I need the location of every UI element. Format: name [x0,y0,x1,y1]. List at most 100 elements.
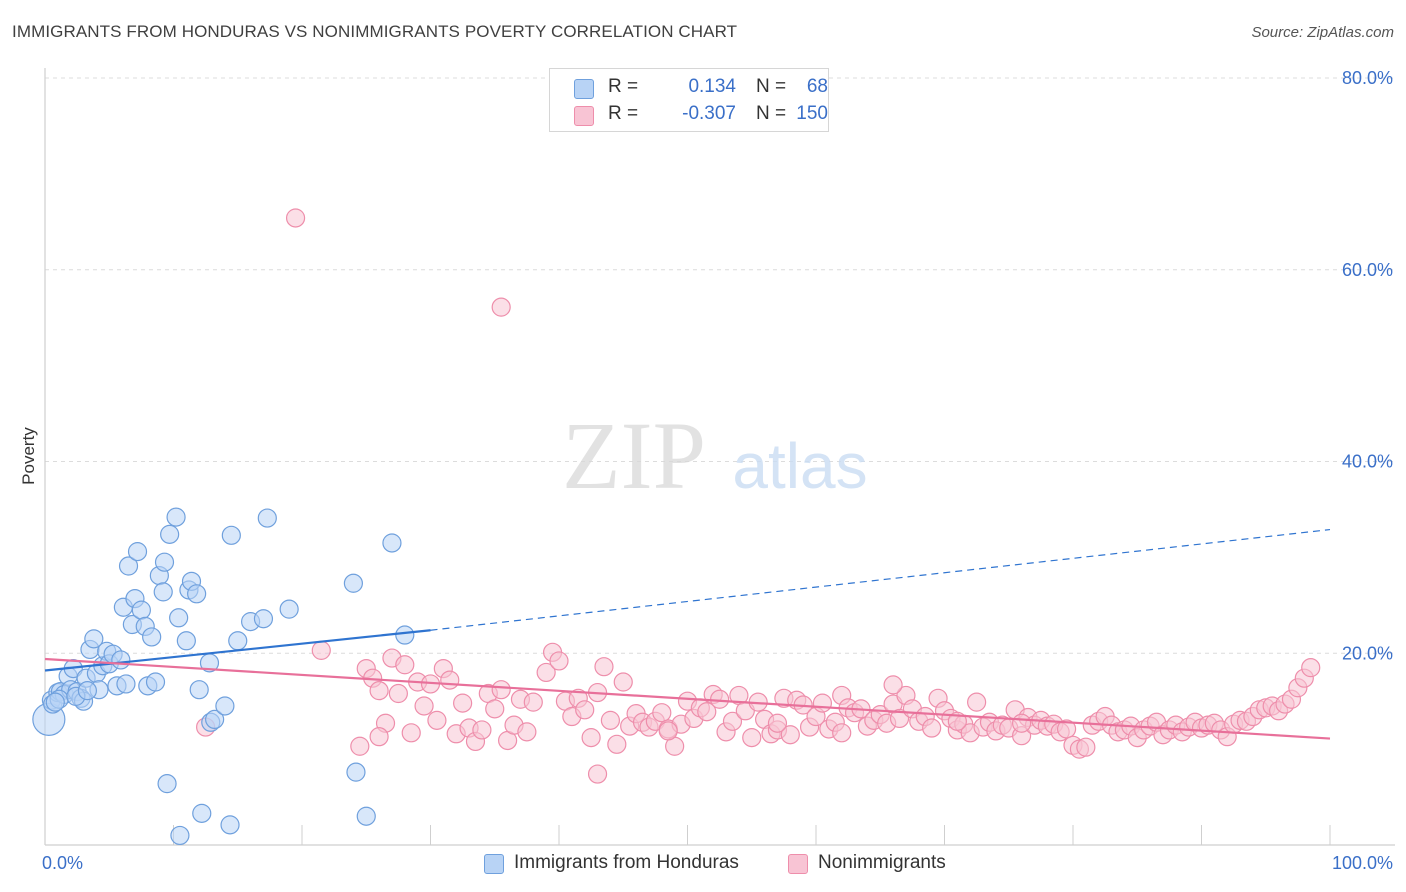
data-point [160,524,180,544]
data-point [388,683,408,704]
data-point [780,725,800,745]
correlation-legend: R = 0.134 N = 68 R = -0.307 N = 150 [549,68,829,132]
series-legend-label: Nonimmigrants [818,852,946,873]
x-tick-label: 0.0% [42,853,83,873]
data-point [369,681,389,701]
data-point [600,710,621,730]
trend-line-solid [44,657,1331,740]
data-point [742,728,762,748]
data-point [491,680,511,700]
data-point [549,651,569,671]
axis-labels: 20.0% 40.0% 60.0% 80.0% 0.0% 100.0% Poverty [19,68,1393,873]
data-point [228,631,248,651]
data-point [369,727,389,747]
data-point [253,609,274,629]
data-point [153,582,173,602]
y-axis-label: Poverty [19,427,38,485]
chart-title: IMMIGRANTS FROM HONDURAS VS NONIMMIGRANT… [12,22,738,41]
legend-r-label: R = [608,103,639,124]
y-tick-label: 80.0% [1342,68,1393,88]
data-point [111,650,131,670]
data-point [1011,713,1032,733]
data-point [189,680,209,700]
data-point [1076,737,1096,757]
data-point [192,803,212,823]
data-point [658,721,678,741]
series-swatch-pink [788,854,808,874]
legend-r-value: 0.134 [688,76,736,97]
data-point [491,297,511,317]
data-point [221,525,241,545]
legend-r-label: R = [608,76,639,97]
data-point [453,693,473,713]
data-point [176,631,196,651]
series-legend: Immigrants from Honduras Nonimmigrants [0,852,1406,878]
data-point [613,672,633,692]
data-point [472,720,492,740]
data-point [118,556,139,576]
y-tick-label: 60.0% [1342,260,1393,280]
data-point [523,692,543,712]
data-point [166,507,186,527]
data-point [187,584,207,604]
data-point [145,672,166,692]
data-point [517,722,537,742]
data-point [485,699,505,719]
data-point [440,670,460,690]
data-point [883,675,903,695]
data-point [279,599,299,619]
data-point [157,774,177,794]
data-point [575,700,595,720]
data-point [220,815,240,835]
data-point [45,692,65,712]
legend-n-label: N = [756,76,787,97]
data-point [967,692,987,712]
data-point [1301,658,1321,678]
data-point [154,552,175,572]
data-point [169,608,189,628]
legend-n-value: 68 [806,76,828,97]
data-point [170,825,190,846]
data-point [127,542,148,562]
data-point [607,734,627,754]
axes-layer [44,68,1395,846]
legend-n-value: 150 [796,103,828,124]
data-point [215,696,235,716]
watermark-zip: ZIP [562,402,706,509]
x-tick-label: 100.0% [1332,853,1393,873]
data-point [652,703,672,723]
data-point [594,657,614,677]
data-point [142,627,162,647]
data-point [697,702,717,722]
series-legend-label: Immigrants from Honduras [514,852,739,873]
data-point [395,625,415,645]
data-point [427,710,447,730]
data-point [812,693,833,713]
trend-line-dashed [430,528,1331,631]
data-point [922,718,942,738]
data-point [722,711,743,731]
series-nonimmigrants [196,208,1321,784]
watermark-atlas: atlas [732,430,867,502]
data-point [356,806,376,826]
data-point [257,508,277,528]
data-point [285,208,306,228]
data-point [401,723,421,743]
data-point [710,689,730,709]
series-swatch-blue [484,854,504,874]
data-point [414,696,434,716]
data-point [382,533,402,553]
legend-swatch-pink [574,106,594,126]
legend-r-value: -0.307 [682,103,736,124]
data-point [350,736,370,756]
legend-swatch-blue [574,79,594,99]
data-point [1056,719,1077,739]
y-tick-label: 20.0% [1342,643,1393,663]
source-label: Source: ZipAtlas.com [1251,24,1394,41]
data-point [536,662,556,683]
data-point [343,573,363,593]
data-point [84,629,104,649]
data-point [889,708,910,729]
trend-lines [44,528,1331,740]
